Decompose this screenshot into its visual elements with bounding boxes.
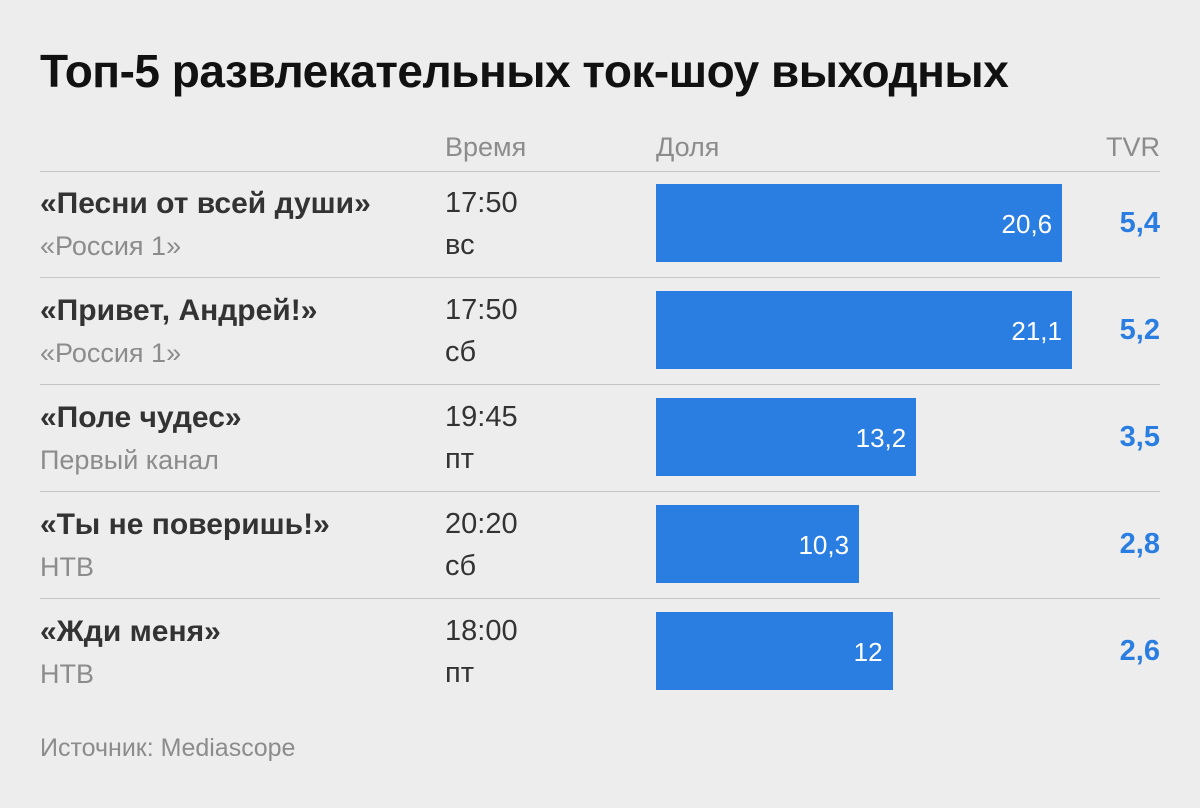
source-note: Источник: Mediascope (40, 734, 296, 762)
air-time: 17:50 (445, 187, 518, 219)
share-value-label: 12 (853, 637, 883, 667)
air-day: сб (445, 550, 477, 582)
air-day: вс (445, 229, 475, 261)
air-day: пт (445, 443, 474, 475)
tvr-value: 5,2 (1119, 314, 1160, 346)
header-divider (40, 171, 1160, 172)
tvr-value: 5,4 (1119, 207, 1160, 239)
share-bar: 21,1 (656, 291, 1072, 369)
tvr-value: 3,5 (1119, 421, 1160, 453)
channel-name: «Россия 1» (40, 338, 182, 368)
air-time: 20:20 (445, 508, 518, 540)
table-row: «Привет, Андрей!» «Россия 1» 17:50 сб 21,1 5,… (40, 278, 1160, 385)
air-time: 17:50 (445, 294, 518, 326)
chart-rows: «Песни от всей души» «Россия 1» 17:50 вс 20,… (0, 171, 1200, 705)
show-title: «Песни от всей души» (40, 187, 371, 220)
share-bar: 12 (656, 612, 893, 690)
column-header-tvr: TVR (1106, 132, 1160, 162)
channel-name: Первый канал (40, 445, 219, 475)
air-time: 19:45 (445, 401, 518, 433)
channel-name: «Россия 1» (40, 231, 182, 261)
table-row: «Ты не поверишь!» НТВ 20:20 сб 10,3 2,8 (40, 492, 1160, 599)
show-title: «Поле чудес» (40, 401, 242, 434)
chart-title: Топ-5 развлекательных ток-шоу выходных (40, 45, 1009, 97)
table-row: «Жди меня» НТВ 18:00 пт 12 2,6 (40, 599, 1160, 705)
show-title: «Привет, Андрей!» (40, 294, 318, 327)
channel-name: НТВ (40, 659, 94, 689)
air-time: 18:00 (445, 615, 518, 647)
show-title: «Ты не поверишь!» (40, 508, 330, 541)
share-value-label: 10,3 (798, 530, 850, 560)
share-bar: 13,2 (656, 398, 917, 476)
show-title: «Жди меня» (40, 615, 221, 648)
share-bar: 20,6 (656, 184, 1063, 262)
table-row: «Поле чудес» Первый канал 19:45 пт 13,2 3,5 (40, 385, 1160, 492)
channel-name: НТВ (40, 552, 94, 582)
table-row: «Песни от всей души» «Россия 1» 17:50 вс 20,… (40, 171, 1160, 278)
tvr-value: 2,8 (1119, 528, 1160, 560)
share-value-label: 20,6 (1001, 209, 1053, 239)
share-value-label: 21,1 (1011, 316, 1062, 346)
air-day: пт (445, 657, 474, 689)
column-header-share: Доля (656, 132, 720, 162)
column-header-time: Время (445, 132, 527, 162)
share-bar: 10,3 (656, 505, 860, 583)
share-value-label: 13,2 (855, 423, 907, 453)
tvr-value: 2,6 (1119, 635, 1160, 667)
air-day: сб (445, 336, 477, 368)
